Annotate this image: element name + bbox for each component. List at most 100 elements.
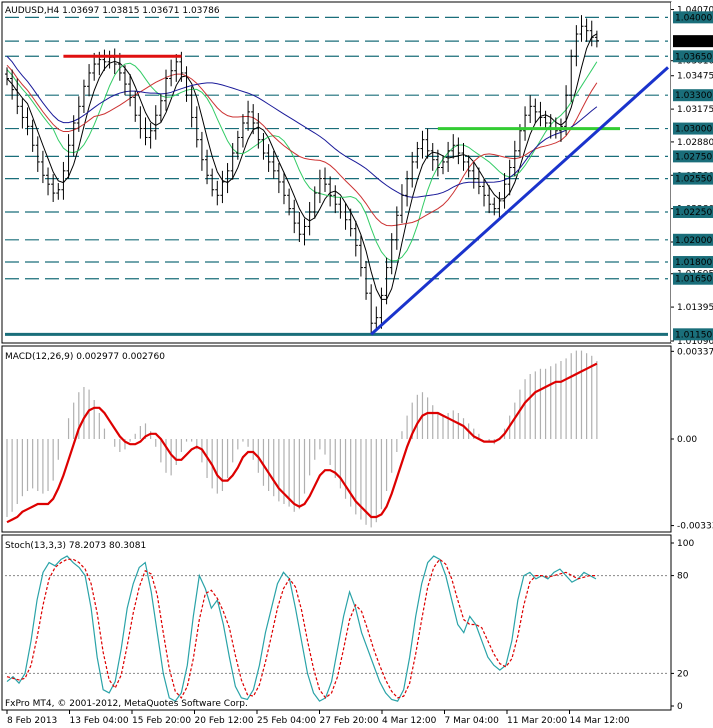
level-label: 1.03000 xyxy=(675,125,712,135)
level-label-box xyxy=(673,172,713,185)
trend-line-blue xyxy=(370,66,670,336)
price-bar xyxy=(40,150,45,184)
time-tick-label: 14 Mar 12:00 xyxy=(570,716,630,726)
price-bar xyxy=(235,130,240,160)
time-tick-label: 25 Feb 04:00 xyxy=(257,716,316,726)
price-bar xyxy=(317,169,322,204)
price-bar xyxy=(440,155,445,175)
price-tick-label: 1.04070 xyxy=(677,6,713,16)
level-label-box xyxy=(673,233,713,246)
price-bar xyxy=(148,123,153,149)
price-bar xyxy=(256,112,261,149)
price-bar xyxy=(76,96,81,132)
price-bar xyxy=(533,98,538,124)
time-tick-label: 8 Feb 2013 xyxy=(7,716,57,726)
level-label-box xyxy=(673,272,713,285)
price-bar xyxy=(528,95,533,124)
price-bar xyxy=(205,149,210,185)
macd-layer xyxy=(6,350,598,528)
stoch-layer xyxy=(5,555,668,702)
stoch-tick-label: 0 xyxy=(677,702,683,712)
price-bar xyxy=(46,167,51,196)
price-bar xyxy=(225,163,230,194)
symbol-info: AUDUSD,H4 1.03697 1.03815 1.03671 1.0378… xyxy=(5,6,220,16)
macd-tick-label: -0.00333 xyxy=(677,522,713,532)
price-bar xyxy=(102,49,107,71)
ma-mid-line xyxy=(6,61,598,262)
price-bar xyxy=(348,208,353,237)
price-bar xyxy=(456,137,461,165)
level-label: 1.03786 xyxy=(675,37,712,47)
price-bar xyxy=(199,131,204,171)
price-bar xyxy=(10,69,15,100)
price-bar xyxy=(194,106,199,148)
time-tick-label: 27 Feb 20:00 xyxy=(320,716,379,726)
price-tick-label: 1.03475 xyxy=(677,72,713,82)
price-bar xyxy=(20,98,25,129)
time-tick-label: 15 Feb 20:00 xyxy=(132,716,191,726)
price-bar xyxy=(589,20,594,47)
stoch-label: Stoch(13,3,3) 78.2073 80.3081 xyxy=(5,541,146,551)
price-bar xyxy=(215,180,220,206)
axis-layer: 1.040701.036101.034751.031751.028801.025… xyxy=(6,2,713,726)
stoch-panel xyxy=(1,534,672,711)
price-bar xyxy=(558,118,563,142)
price-bar xyxy=(358,235,363,277)
price-bar xyxy=(564,85,569,136)
price-bar xyxy=(594,30,599,48)
price-bar xyxy=(466,155,471,178)
level-label-box xyxy=(673,205,713,218)
time-tick-label: 7 Mar 04:00 xyxy=(445,716,500,726)
price-bar xyxy=(584,18,589,42)
price-bar xyxy=(15,78,20,115)
price-bar xyxy=(420,130,425,159)
level-label-box xyxy=(673,256,713,269)
price-bar xyxy=(502,173,507,209)
price-bar xyxy=(133,90,138,122)
macd-label: MACD(12,26,9) 0.002977 0.002760 xyxy=(5,352,165,362)
stoch-tick-label: 100 xyxy=(677,539,694,549)
price-bar xyxy=(56,183,61,200)
level-label: 1.02550 xyxy=(675,175,712,185)
price-bar xyxy=(374,306,379,331)
price-bar xyxy=(323,167,328,192)
price-bar xyxy=(523,106,528,141)
price-bar xyxy=(5,67,9,86)
price-bar xyxy=(230,143,235,180)
price-bar xyxy=(35,136,40,172)
macd-tick-label: 0.00 xyxy=(677,435,697,445)
price-tick-label: 1.03175 xyxy=(677,105,713,115)
price-bar xyxy=(405,170,410,207)
price-bar xyxy=(512,140,517,177)
level-label: 1.02750 xyxy=(675,152,712,162)
level-label: 1.01800 xyxy=(675,258,712,268)
price-bar xyxy=(451,134,456,159)
price-bar xyxy=(507,159,512,196)
price-bar xyxy=(471,161,476,189)
price-bar xyxy=(384,257,389,305)
level-label: 1.01150 xyxy=(675,330,712,340)
price-bar xyxy=(261,133,266,160)
price-bar xyxy=(482,178,487,207)
price-bar xyxy=(312,186,317,219)
price-bar xyxy=(446,141,451,172)
level-label-box xyxy=(673,89,713,102)
price-bar xyxy=(158,94,163,122)
price-bar xyxy=(30,119,35,152)
price-bar xyxy=(430,143,435,171)
price-bar xyxy=(189,86,194,128)
price-bar xyxy=(394,206,399,250)
price-bar xyxy=(271,150,276,179)
price-bar xyxy=(61,161,66,200)
price-bar xyxy=(538,101,543,127)
ma-slow-line xyxy=(6,64,598,227)
price-bar xyxy=(307,201,312,236)
price-bar xyxy=(425,128,430,159)
price-bar xyxy=(492,197,497,216)
price-bar xyxy=(66,134,71,179)
stoch-tick-label: 20 xyxy=(677,669,689,679)
level-label-box xyxy=(673,150,713,163)
price-bar xyxy=(338,197,343,219)
price-bar xyxy=(476,167,481,195)
